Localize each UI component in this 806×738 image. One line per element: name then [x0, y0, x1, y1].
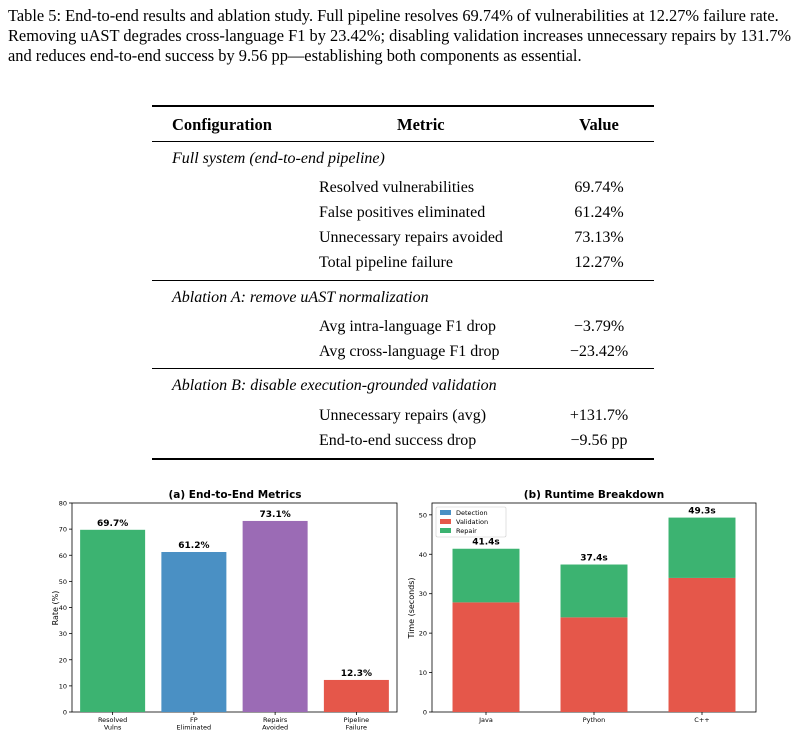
section-title: Full system (end-to-end pipeline) — [172, 150, 385, 167]
chart-a-ylabel: Rate (%) — [51, 591, 60, 626]
metric-cell: Avg intra-language F1 drop — [319, 318, 496, 335]
value-cell: +131.7% — [569, 407, 629, 424]
section-rule — [152, 368, 654, 369]
value-cell: −9.56 pp — [570, 432, 628, 449]
x-tick-label: C++ — [694, 716, 709, 724]
bar — [161, 552, 227, 712]
header-rule — [152, 141, 654, 142]
y-tick-label: 0 — [63, 709, 67, 717]
stacked-bar-segment — [452, 602, 520, 712]
y-tick-label: 40 — [59, 604, 67, 612]
bar — [323, 679, 389, 712]
metric-cell: Total pipeline failure — [319, 254, 453, 271]
legend-box — [435, 506, 507, 538]
y-tick-label: 70 — [59, 526, 67, 534]
figure-panels: (a) End-to-End Metrics Rate (%) 0 10 20 30 4… — [51, 489, 757, 732]
legend-label: Validation — [456, 518, 488, 526]
legend-swatch — [440, 519, 451, 524]
y-tick-label: 60 — [59, 552, 67, 560]
stacked-bar-segment — [452, 548, 520, 603]
stacked-bar-segment — [668, 517, 736, 578]
y-tick-label: 40 — [419, 551, 427, 559]
chart-b-ylabel: Time (seconds) — [407, 577, 416, 639]
x-tick-label: Pipeline — [344, 716, 369, 724]
metric-cell: Resolved vulnerabilities — [319, 179, 475, 196]
header-configuration: Configuration — [172, 115, 272, 134]
value-cell: 61.24% — [574, 204, 624, 221]
x-tick-label: FP — [190, 716, 198, 724]
y-tick-label: 50 — [419, 511, 427, 519]
value-cell: −23.42% — [569, 343, 629, 360]
bar-data-label: 73.1% — [260, 510, 291, 520]
y-tick-label: 30 — [419, 590, 427, 598]
bar-data-label: 41.4s — [472, 538, 500, 548]
chart-a-title: (a) End-to-End Metrics — [168, 489, 301, 501]
section-title: Ablation A: remove uAST normalization — [172, 289, 429, 306]
x-tick-label: Repairs — [263, 716, 288, 724]
metric-cell: Unnecessary repairs (avg) — [319, 407, 487, 424]
metric-cell: Avg cross-language F1 drop — [319, 343, 500, 360]
header-metric: Metric — [397, 115, 445, 134]
table-caption: Table 5: End-to-end results and ablation… — [8, 6, 792, 65]
x-tick-label: Failure — [346, 724, 367, 732]
x-tick-label: Eliminated — [177, 724, 212, 732]
y-tick-label: 10 — [59, 682, 67, 690]
bar — [242, 520, 308, 712]
bottom-rule — [152, 458, 654, 460]
value-cell: 73.13% — [574, 229, 624, 246]
legend-label: Detection — [456, 509, 488, 517]
metric-cell: Unnecessary repairs avoided — [319, 229, 503, 246]
top-rule — [152, 105, 654, 107]
y-tick-label: 0 — [423, 709, 427, 717]
bar-data-label: 69.7% — [97, 519, 128, 529]
bar-data-label: 49.3s — [688, 507, 716, 517]
section-title: Ablation B: disable execution-grounded v… — [172, 377, 497, 394]
bar-data-label: 61.2% — [178, 541, 209, 551]
metric-cell: End-to-end success drop — [319, 432, 477, 449]
y-tick-label: 30 — [59, 630, 67, 638]
y-tick-label: 20 — [59, 656, 67, 664]
bar-data-label: 37.4s — [580, 554, 608, 564]
header-value: Value — [579, 115, 619, 134]
y-tick-label: 20 — [419, 630, 427, 638]
stacked-bar-segment — [560, 564, 628, 618]
x-tick-label: Avoided — [262, 724, 288, 732]
value-cell: 69.74% — [574, 179, 624, 196]
chart-b-title: (b) Runtime Breakdown — [524, 489, 664, 501]
metric-cell: False positives eliminated — [319, 204, 486, 221]
x-tick-label: Vulns — [104, 724, 122, 732]
value-cell: −3.79% — [573, 318, 625, 335]
bar-data-label: 12.3% — [341, 669, 372, 679]
y-tick-label: 80 — [59, 500, 67, 508]
chart-b: 0 10 20 30 40 50 41.4s Java 37.4s Python 49.3s C++ D… — [419, 502, 757, 724]
y-tick-label: 50 — [59, 578, 67, 586]
legend-swatch — [440, 510, 451, 515]
legend-label: Repair — [456, 527, 477, 535]
y-tick-label: 10 — [419, 669, 427, 677]
x-tick-label: Python — [583, 716, 606, 724]
bar — [80, 529, 146, 712]
x-tick-label: Resolved — [98, 716, 127, 724]
stacked-bar-segment — [668, 577, 736, 712]
legend-swatch — [440, 528, 451, 533]
value-cell: 12.27% — [574, 254, 624, 271]
section-rule — [152, 280, 654, 281]
stacked-bar-segment — [560, 617, 628, 712]
x-tick-label: Java — [478, 716, 493, 724]
